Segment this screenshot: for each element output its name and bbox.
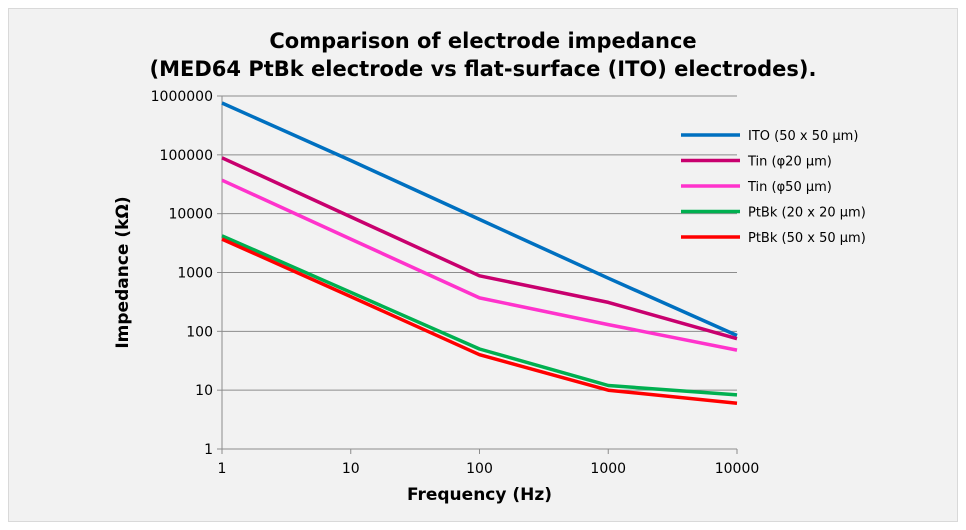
- chart-frame: [8, 8, 958, 522]
- y-axis-label: Impedance (kΩ): [113, 196, 133, 348]
- x-tick-label: 10000: [715, 461, 760, 477]
- y-tick-label: 10: [195, 383, 213, 399]
- y-tick-label: 100000: [160, 148, 213, 164]
- x-tick-label: 1: [218, 461, 227, 477]
- x-tick-label: 1000: [590, 461, 626, 477]
- legend-label-3: PtBk (20 x 20 µm): [748, 206, 866, 221]
- y-tick-label: 100: [186, 324, 213, 340]
- series-line-4: [221, 237, 738, 405]
- x-axis-label: Frequency (Hz): [407, 485, 552, 505]
- legend-label-2: Tin (φ50 µm): [747, 180, 832, 195]
- y-tick-label: 10000: [168, 207, 213, 223]
- legend-label-1: Tin (φ20 µm): [747, 155, 832, 170]
- chart-title: Comparison of electrode impedance (MED64…: [0, 27, 966, 83]
- legend-label-4: PtBk (50 x 50 µm): [748, 231, 866, 246]
- legend-label-0: ITO (50 x 50 µm): [748, 129, 858, 144]
- y-tick-label: 1000: [177, 266, 213, 282]
- x-tick-label: 10: [342, 461, 360, 477]
- series-line-1: [221, 156, 738, 341]
- series-line-0: [221, 101, 738, 338]
- title-line-1: Comparison of electrode impedance: [269, 29, 697, 53]
- series-line-3: [221, 234, 738, 397]
- title-line-2: (MED64 PtBk electrode vs flat-surface (I…: [149, 57, 817, 81]
- y-tick-label: 1000000: [151, 89, 213, 105]
- series-line-2: [221, 178, 738, 352]
- y-tick-label: 1: [204, 442, 213, 458]
- x-tick-label: 100: [466, 461, 493, 477]
